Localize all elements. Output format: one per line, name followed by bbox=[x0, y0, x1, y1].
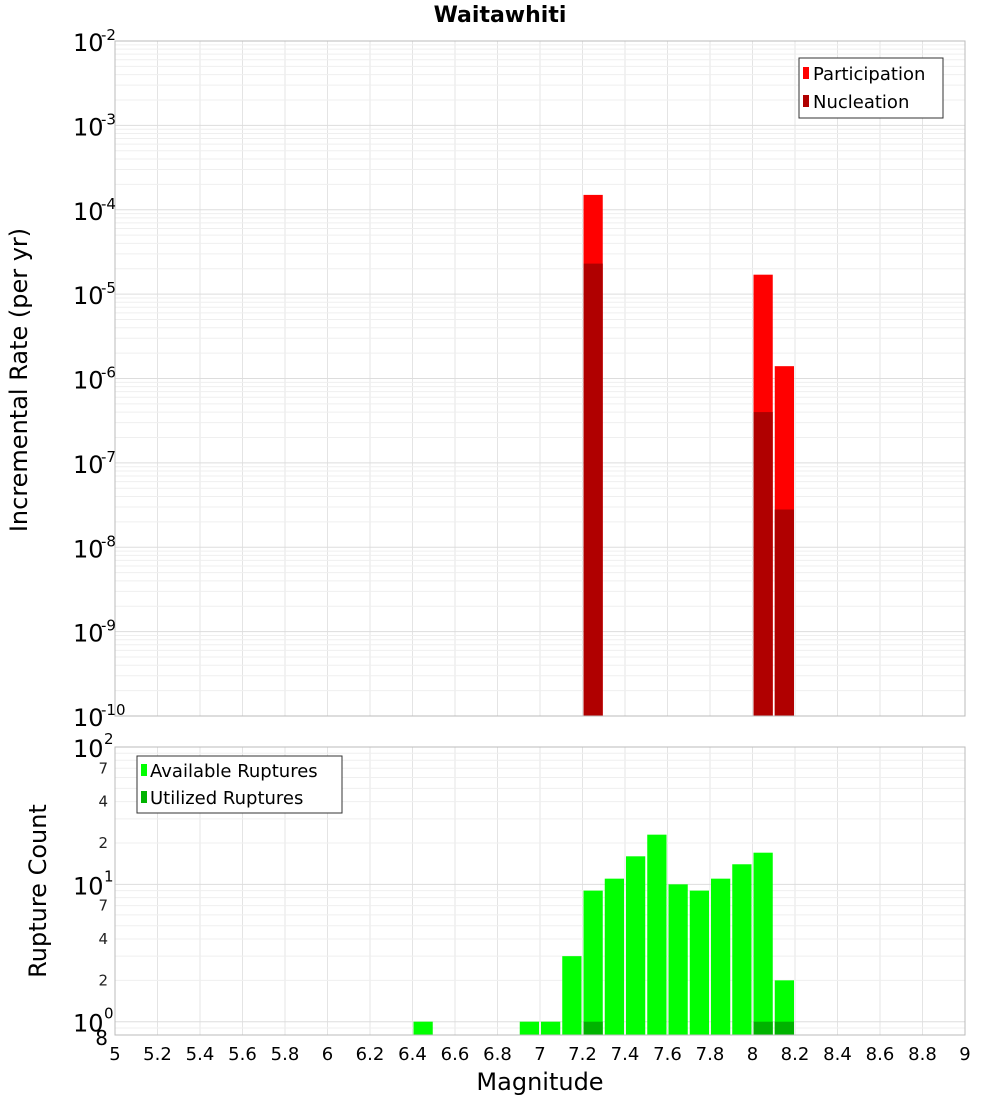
magnitude-x-tick-label: 5.2 bbox=[143, 1044, 172, 1065]
available-ruptures-legend-label: Available Ruptures bbox=[150, 761, 318, 782]
count-available-ruptures-bar bbox=[583, 890, 603, 1035]
utilized-ruptures-legend-swatch bbox=[141, 791, 147, 803]
rate-y-tick-exponent: -10 bbox=[101, 701, 126, 719]
count-y-minor-tick-label: 2 bbox=[98, 834, 108, 852]
rate-nucleation-bar bbox=[583, 263, 603, 716]
magnitude-x-tick-label: 8.2 bbox=[781, 1044, 810, 1065]
rate-y-tick-exponent: -6 bbox=[101, 364, 116, 382]
rate-panel: 10-210-310-410-510-610-710-810-910-10 In… bbox=[5, 26, 966, 732]
magnitude-x-tick-label: 8.8 bbox=[908, 1044, 937, 1065]
magnitude-x-tick-label: 8 bbox=[747, 1044, 758, 1065]
count-y-tick-label: 10 bbox=[73, 872, 104, 900]
count-available-ruptures-bar bbox=[753, 852, 773, 1035]
rate-plot-frame bbox=[114, 40, 966, 717]
count-y-minor-tick-label: 2 bbox=[98, 971, 108, 989]
count-available-ruptures-bar bbox=[626, 856, 646, 1035]
count-y-tick-exponent: 0 bbox=[104, 1005, 114, 1023]
count-available-ruptures-bar bbox=[711, 878, 731, 1035]
rate-y-tick-exponent: -3 bbox=[101, 110, 116, 128]
count-available-ruptures-bar bbox=[604, 878, 624, 1035]
count-available-ruptures-bar bbox=[562, 956, 582, 1035]
magnitude-x-tick-label: 6 bbox=[322, 1044, 333, 1065]
rate-y-tick-label: 10 bbox=[73, 535, 104, 563]
participation-legend-label: Participation bbox=[813, 64, 925, 85]
count-y-minor-tick-label: 4 bbox=[98, 930, 108, 948]
rate-y-tick-label: 10 bbox=[73, 29, 104, 57]
magnitude-x-tick-label: 6.6 bbox=[441, 1044, 470, 1065]
magnitude-x-tick-label: 8.6 bbox=[866, 1044, 895, 1065]
count-available-ruptures-bar bbox=[541, 1021, 561, 1035]
rate-y-tick-label: 10 bbox=[73, 704, 104, 732]
available-ruptures-legend-swatch bbox=[141, 764, 147, 776]
rate-bars bbox=[583, 194, 794, 716]
count-y-minor-tick-label: 7 bbox=[98, 759, 108, 777]
magnitude-x-tick-label: 5.4 bbox=[186, 1044, 215, 1065]
rate-y-tick-label: 10 bbox=[73, 367, 104, 395]
rate-y-tick-label: 10 bbox=[73, 620, 104, 648]
rate-y-tick-label: 10 bbox=[73, 198, 104, 226]
magnitude-x-tick-label: 5.6 bbox=[228, 1044, 257, 1065]
count-y-tick-exponent: 2 bbox=[104, 730, 114, 748]
magnitude-x-tick-label: 5 bbox=[109, 1044, 120, 1065]
count-y-minor-tick-label: 8 bbox=[95, 1026, 108, 1050]
count-available-ruptures-bar bbox=[668, 884, 688, 1035]
count-utilized-ruptures-bar bbox=[753, 1021, 773, 1035]
participation-legend-swatch bbox=[803, 67, 809, 79]
magnitude-x-axis-label: Magnitude bbox=[476, 1068, 603, 1096]
rate-y-tick-exponent: -2 bbox=[101, 26, 116, 44]
count-available-ruptures-bar bbox=[413, 1021, 433, 1035]
rate-grid bbox=[114, 41, 966, 717]
count-available-ruptures-bar bbox=[519, 1021, 539, 1035]
count-utilized-ruptures-bar bbox=[583, 1021, 603, 1035]
chart-title: Waitawhiti bbox=[434, 3, 567, 28]
count-y-minor-tick-label: 4 bbox=[98, 793, 108, 811]
rate-legend-box bbox=[798, 57, 944, 119]
magnitude-x-tick-label: 7 bbox=[534, 1044, 545, 1065]
nucleation-legend-swatch bbox=[803, 95, 809, 107]
count-bars bbox=[413, 834, 794, 1035]
magnitude-x-tick-label: 7.2 bbox=[568, 1044, 597, 1065]
count-y-tick-label: 10 bbox=[73, 1010, 104, 1038]
rate-nucleation-bar bbox=[774, 509, 794, 716]
magnitude-x-tick-label: 9 bbox=[959, 1044, 970, 1065]
magnitude-x-tick-label: 7.4 bbox=[611, 1044, 640, 1065]
count-utilized-ruptures-bar bbox=[774, 1021, 794, 1035]
count-y-tick-exponent: 1 bbox=[104, 867, 114, 885]
magnitude-x-tick-label: 5.8 bbox=[271, 1044, 300, 1065]
count-legend-box bbox=[136, 755, 343, 814]
rate-y-tick-exponent: -5 bbox=[101, 279, 116, 297]
nucleation-legend-label: Nucleation bbox=[813, 92, 909, 113]
count-available-ruptures-bar bbox=[732, 864, 752, 1035]
rate-y-tick-exponent: -7 bbox=[101, 448, 116, 466]
count-legend[interactable]: Available Ruptures Utilized Ruptures bbox=[136, 755, 343, 814]
count-y-axis-label: Rupture Count bbox=[24, 804, 52, 978]
magnitude-x-tick-label: 8.4 bbox=[823, 1044, 852, 1065]
count-y-minor-tick-label: 7 bbox=[98, 897, 108, 915]
magnitude-x-tick-label: 6.4 bbox=[398, 1044, 427, 1065]
magnitude-x-tick-label: 7.6 bbox=[653, 1044, 682, 1065]
rate-y-ticks: 10-210-310-410-510-610-710-810-910-10 bbox=[73, 26, 126, 732]
rate-y-tick-exponent: -4 bbox=[101, 195, 116, 213]
magnitude-x-ticks: 5 5.2 5.4 5.6 5.8 6 6.2 6.4 6.6 6.8 7 7.2 7.4 7.6 7.8 8… bbox=[109, 1044, 970, 1065]
utilized-ruptures-legend-label: Utilized Ruptures bbox=[150, 788, 303, 809]
count-y-tick-label: 10 bbox=[73, 735, 104, 763]
magnitude-x-tick-label: 6.8 bbox=[483, 1044, 512, 1065]
rate-y-axis-label: Incremental Rate (per yr) bbox=[5, 228, 33, 532]
rate-legend[interactable]: Participation Nucleation bbox=[798, 57, 944, 119]
magnitude-x-tick-label: 6.2 bbox=[356, 1044, 385, 1065]
rate-y-tick-label: 10 bbox=[73, 113, 104, 141]
count-available-ruptures-bar bbox=[689, 890, 709, 1035]
count-available-ruptures-bar bbox=[647, 834, 667, 1035]
magnitude-x-tick-label: 7.8 bbox=[696, 1044, 725, 1065]
rate-y-tick-label: 10 bbox=[73, 282, 104, 310]
rate-y-tick-exponent: -8 bbox=[101, 532, 116, 550]
rate-nucleation-bar bbox=[753, 412, 773, 716]
rate-y-tick-label: 10 bbox=[73, 451, 104, 479]
rate-y-tick-exponent: -9 bbox=[101, 617, 116, 635]
count-available-ruptures-bar bbox=[774, 980, 794, 1035]
count-plot-frame bbox=[114, 746, 966, 1036]
